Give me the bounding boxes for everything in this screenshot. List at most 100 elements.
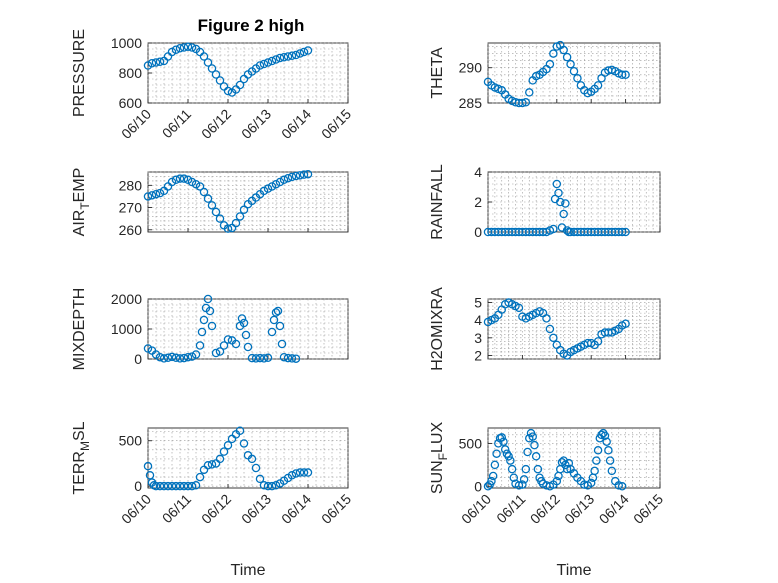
data-point: [549, 333, 558, 343]
data-point: [562, 464, 572, 474]
data-point: [490, 460, 500, 470]
data-point: [195, 182, 205, 191]
data-point: [267, 481, 277, 491]
data-point: [530, 440, 539, 450]
data-point: [255, 61, 265, 70]
x-tick-label: 06/13: [561, 491, 597, 527]
data-point: [303, 169, 313, 179]
data-point: [267, 56, 277, 66]
data-point: [183, 352, 193, 362]
y-tick-label: 1000: [111, 35, 142, 51]
data-point: [283, 353, 293, 363]
data-point: [617, 227, 627, 237]
data-point: [147, 191, 157, 200]
data-point: [203, 194, 213, 203]
data-point: [562, 52, 572, 62]
y-tick-label: 800: [119, 65, 143, 81]
y-axis-label: TERRMSL: [71, 421, 92, 494]
data-point: [143, 192, 153, 201]
data-point: [179, 174, 189, 183]
data-point: [507, 464, 517, 474]
data-point: [239, 439, 249, 448]
data-point: [287, 172, 297, 182]
data-point: [231, 218, 241, 228]
data-point: [621, 227, 630, 237]
data-point: [241, 330, 251, 340]
data-point: [521, 98, 531, 107]
data-point: [223, 441, 233, 450]
data-point: [215, 454, 225, 464]
x-tick-label: 06/10: [118, 106, 154, 142]
data-point: [506, 456, 515, 465]
data-point: [277, 339, 287, 349]
data-point: [263, 58, 273, 67]
data-point: [191, 350, 201, 359]
data-point: [291, 354, 301, 363]
data-point: [531, 452, 541, 461]
data-point: [155, 352, 165, 362]
y-tick-label: 0: [134, 478, 142, 494]
data-point: [514, 481, 524, 490]
data-point: [559, 456, 568, 465]
data-point: [545, 59, 555, 69]
data-point: [247, 353, 257, 363]
data-point: [271, 481, 281, 490]
data-point: [559, 209, 568, 219]
data-point: [203, 58, 213, 67]
data-point: [597, 430, 606, 440]
y-tick-label: 280: [119, 177, 143, 193]
data-point: [251, 354, 261, 363]
data-point: [545, 324, 555, 334]
data-point: [521, 464, 531, 474]
x-tick-label: 06/10: [458, 491, 494, 527]
data-point: [187, 43, 197, 52]
data-point: [255, 474, 265, 484]
subplot-terr: 0 500 06/10 06/11 06/12 06/13 06/14 06/15 Time TE…: [71, 421, 354, 579]
data-point: [175, 174, 185, 183]
data-point: [549, 224, 558, 234]
data-point: [237, 314, 247, 323]
data-point: [303, 468, 313, 477]
data-point: [528, 432, 537, 441]
data-point: [223, 224, 233, 233]
x-axis-label: Time: [557, 562, 592, 579]
data-point: [197, 327, 207, 337]
subplot-rainfall: 0 2 4 RAINFALL: [429, 164, 661, 240]
data-point: [287, 354, 297, 363]
data-point: [243, 342, 253, 352]
data-point: [504, 452, 513, 461]
data-point: [199, 187, 209, 197]
data-point: [291, 50, 301, 60]
y-tick-label: 270: [119, 200, 143, 216]
data-point: [279, 175, 289, 185]
data-point: [604, 446, 613, 455]
y-axis-label: RAINFALL: [429, 164, 446, 240]
data-point: [566, 59, 575, 69]
data-point: [514, 303, 524, 313]
y-tick-label: 0: [474, 478, 482, 494]
data-point: [191, 481, 201, 490]
data-point: [299, 47, 309, 57]
x-tick-label: 06/12: [198, 106, 234, 142]
subplot-mixdepth: 0 1000 2000 MIXDEPTH: [71, 288, 349, 370]
data-point: [195, 341, 205, 350]
y-axis-label: THETA: [429, 47, 446, 99]
data-point: [287, 51, 297, 61]
y-tick-label: 600: [119, 95, 143, 111]
y-tick-label: 3: [474, 330, 482, 346]
data-point: [509, 473, 519, 482]
data-point: [231, 339, 241, 349]
x-tick-label: 06/15: [630, 491, 666, 527]
data-point: [523, 447, 532, 457]
data-point: [275, 53, 285, 63]
data-point: [175, 481, 185, 491]
data-point: [239, 205, 249, 215]
y-axis-label: AIRTEMP: [71, 168, 92, 237]
y-tick-label: 1000: [111, 321, 142, 337]
data-point: [187, 481, 197, 491]
y-axis-label: H2OMIXRA: [429, 287, 446, 371]
x-tick-label: 06/14: [278, 106, 314, 142]
y-tick-label: 260: [119, 222, 143, 238]
x-tick-label: 06/13: [238, 491, 274, 527]
plot-area: [487, 171, 661, 233]
